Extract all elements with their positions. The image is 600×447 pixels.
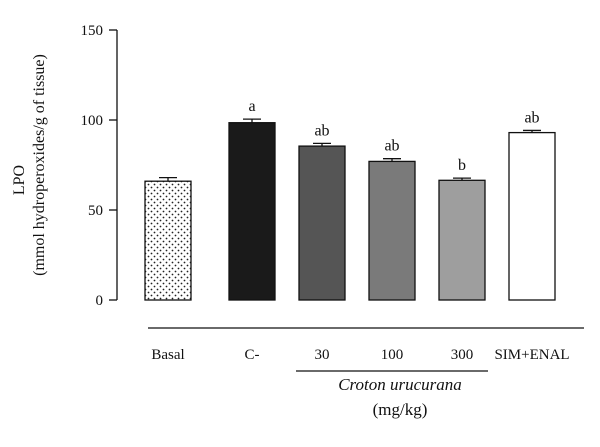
x-tick-label: 100 <box>381 347 404 363</box>
bar-300 <box>438 179 486 301</box>
y-axis-label-line2: (mmol hydroperoxides/g of tissue) <box>31 54 48 276</box>
x-tick-label: 300 <box>451 347 474 363</box>
bar-sim-enal <box>508 131 556 301</box>
bar-30 <box>298 145 346 301</box>
x-tick-label: Basal <box>151 347 184 363</box>
significance-label: ab <box>524 109 539 126</box>
significance-label: ab <box>384 138 399 155</box>
group-label-species: Croton urucurana <box>338 375 462 394</box>
y-tick-label: 100 <box>81 113 104 129</box>
x-axis: Basal C- 30 100 300 SIM+ENAL <box>148 327 584 363</box>
x-tick-label: 30 <box>315 347 330 363</box>
significance-label: b <box>458 157 466 174</box>
significance-label: a <box>248 98 255 115</box>
y-tick-label: 50 <box>88 203 103 219</box>
y-tick-label: 0 <box>96 293 104 309</box>
x-tick-label: C- <box>245 347 260 363</box>
bars-group: a ab ab b ab <box>144 98 556 301</box>
bar-basal <box>144 180 192 301</box>
x-tick-label: SIM+ENAL <box>494 347 569 363</box>
bar-c- <box>228 122 276 301</box>
y-axis: 0 50 100 150 <box>81 23 118 309</box>
y-axis-label-line1: LPO <box>11 165 28 195</box>
significance-label: ab <box>314 122 329 139</box>
bar-100 <box>368 160 416 301</box>
group-label-unit: (mg/kg) <box>373 400 428 419</box>
y-tick-label: 150 <box>81 23 104 39</box>
